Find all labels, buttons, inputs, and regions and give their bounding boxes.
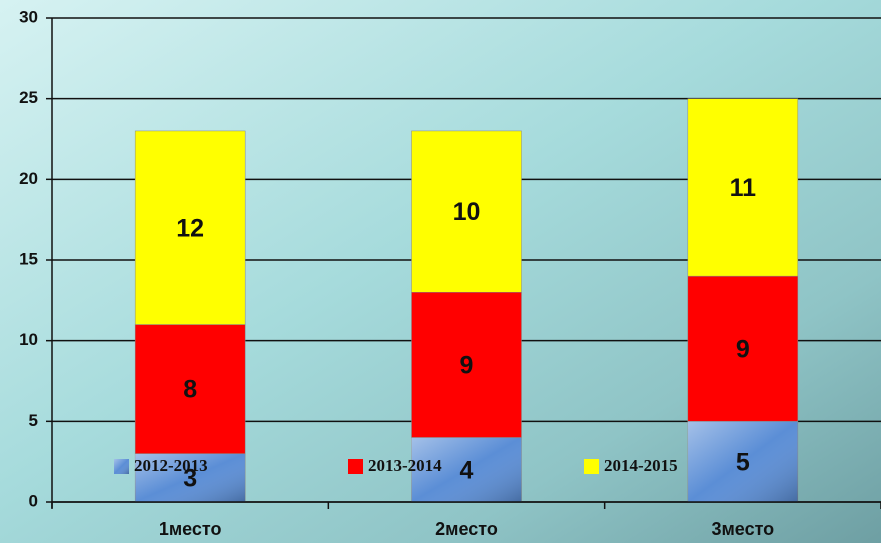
y-tick-label: 5 <box>29 411 38 430</box>
legend-label: 2012-2013 <box>134 456 208 475</box>
data-label: 10 <box>453 198 481 226</box>
bar-segment <box>134 130 246 325</box>
data-label: 4 <box>460 456 474 484</box>
legend-swatch <box>584 459 599 474</box>
data-label: 5 <box>736 448 750 476</box>
bar-segment <box>411 130 522 293</box>
y-tick-label: 0 <box>29 491 38 510</box>
y-tick-label: 30 <box>19 7 38 26</box>
legend-label: 2014-2015 <box>604 456 678 475</box>
data-label: 9 <box>460 351 474 379</box>
data-label: 11 <box>730 174 757 202</box>
legend-swatch <box>348 459 363 474</box>
y-tick-label: 25 <box>19 88 38 107</box>
bar-segment <box>411 292 522 438</box>
data-label: 9 <box>736 335 750 363</box>
bar-segment <box>687 98 799 277</box>
bar-segment <box>687 275 799 422</box>
y-tick-label: 10 <box>19 330 38 349</box>
x-tick-label: 2место <box>435 519 498 539</box>
bar-sheen <box>135 453 246 502</box>
legend-label: 2013-2014 <box>368 456 442 475</box>
x-tick-label: 3место <box>711 519 774 539</box>
bar-segment <box>134 324 246 454</box>
data-label: 8 <box>183 376 197 404</box>
y-tick-label: 15 <box>19 249 38 268</box>
data-label: 12 <box>176 214 204 242</box>
data-label: 3 <box>183 464 197 492</box>
bar-sheen <box>411 437 522 502</box>
y-tick-label: 20 <box>19 169 38 188</box>
legend-sheen <box>114 459 129 474</box>
x-tick-label: 1место <box>159 519 222 539</box>
bar-sheen <box>687 421 798 502</box>
